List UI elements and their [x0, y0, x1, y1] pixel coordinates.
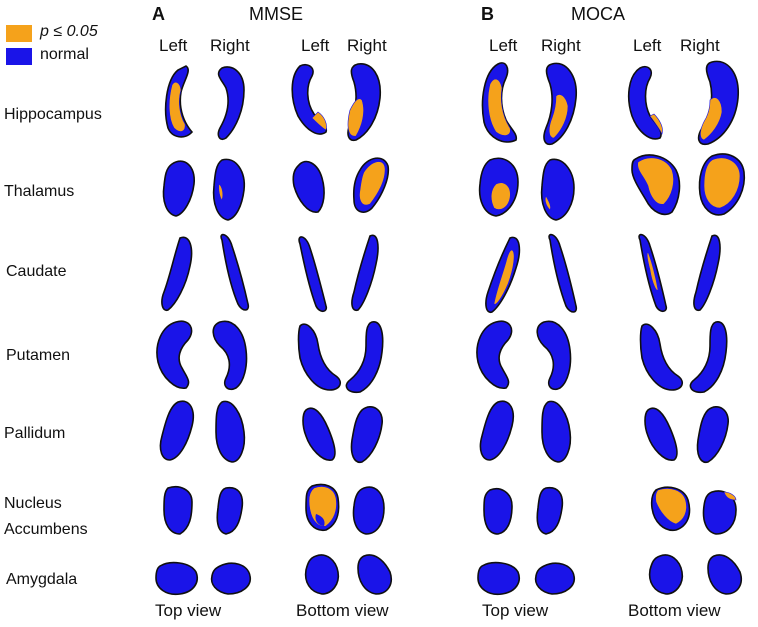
b-top-right-pallidum	[541, 400, 572, 463]
b-bottom-right-hippocampus	[697, 60, 739, 146]
panel-b-bottom-view-label: Bottom view	[628, 601, 721, 620]
row-label-thalamus: Thalamus	[4, 183, 75, 200]
b-top-right-accumbens	[536, 486, 564, 535]
legend-label-significant: p ≤ 0.05	[40, 23, 98, 40]
b-bottom-left-hippocampus	[627, 65, 663, 140]
b-top-left-accumbens	[483, 488, 513, 535]
a-top-left-caudate	[161, 236, 193, 312]
b-bottom-left-accumbens	[650, 486, 691, 532]
b-bottom-left-caudate	[638, 233, 668, 313]
a-bottom-left-caudate	[298, 236, 328, 313]
a-top-right-thalamus	[212, 158, 246, 221]
a-top-right-amygdala	[210, 562, 252, 595]
a-top-right-accumbens	[216, 486, 244, 535]
b-top-left-thalamus	[478, 157, 519, 217]
b-top-left-pallidum	[479, 400, 514, 461]
b-top-right-amygdala	[534, 562, 576, 595]
legend-swatch-significant	[6, 25, 32, 42]
panel-a-bottom-left-label: Left	[301, 36, 330, 55]
b-bottom-right-caudate	[693, 234, 721, 312]
b-top-left-amygdala	[477, 561, 520, 596]
a-top-left-putamen	[156, 320, 193, 389]
panel-a-bottom-right-label: Right	[347, 36, 387, 55]
a-top-right-caudate	[220, 233, 250, 311]
a-bottom-right-amygdala	[357, 554, 392, 595]
a-bottom-right-putamen	[345, 321, 384, 394]
a-top-left-amygdala	[155, 561, 198, 596]
row-label-putamen: Putamen	[6, 347, 71, 364]
row-label-caudate: Caudate	[6, 263, 67, 280]
panel-a-top-left-label: Left	[159, 36, 188, 55]
a-top-left-pallidum	[159, 400, 194, 461]
a-bottom-left-amygdala	[304, 554, 340, 595]
a-bottom-right-accumbens	[352, 486, 385, 535]
a-top-right-hippocampus	[217, 66, 245, 141]
a-top-left-hippocampus	[164, 65, 194, 138]
b-bottom-right-pallidum	[696, 406, 729, 464]
panel-b-bottom-right-label: Right	[680, 36, 720, 55]
b-top-right-caudate	[548, 233, 578, 313]
b-bottom-left-putamen	[639, 323, 684, 391]
b-bottom-left-thalamus	[631, 154, 681, 216]
panel-b-letter: B	[481, 4, 494, 24]
panel-b-top-view-label: Top view	[482, 601, 549, 620]
b-bottom-right-thalamus	[698, 153, 746, 216]
b-top-right-putamen	[536, 320, 572, 391]
a-top-left-accumbens	[163, 486, 193, 535]
panel-a-letter: A	[152, 4, 165, 24]
row-label-nucleus: Nucleus	[4, 495, 62, 512]
panel-a-top-view-label: Top view	[155, 601, 222, 620]
row-label-accumbens: Accumbens	[4, 521, 88, 538]
a-bottom-right-thalamus	[352, 157, 390, 213]
a-top-right-pallidum	[215, 400, 246, 463]
panel-b-title: MOCA	[571, 4, 625, 24]
a-top-left-thalamus	[162, 160, 195, 217]
a-bottom-left-hippocampus	[291, 63, 328, 135]
row-label-pallidum: Pallidum	[4, 425, 66, 442]
b-bottom-right-amygdala	[707, 554, 742, 595]
a-bottom-left-accumbens	[305, 483, 340, 532]
legend-label-normal: normal	[40, 46, 89, 63]
panel-b-top-left-label: Left	[489, 36, 518, 55]
a-bottom-left-thalamus	[292, 160, 325, 213]
panel-a-bottom-view-label: Bottom view	[296, 601, 389, 620]
b-bottom-left-pallidum	[644, 407, 678, 461]
b-bottom-left-amygdala	[648, 554, 684, 595]
legend-swatch-normal	[6, 48, 32, 65]
a-bottom-left-putamen	[297, 323, 342, 391]
a-bottom-right-hippocampus	[347, 63, 382, 142]
b-top-right-hippocampus	[543, 62, 577, 146]
b-top-left-putamen	[476, 320, 513, 389]
panel-b-top-right-label: Right	[541, 36, 581, 55]
row-label-hippocampus: Hippocampus	[4, 106, 102, 123]
panel-a-top-right-label: Right	[210, 36, 250, 55]
panel-a-title: MMSE	[249, 4, 303, 24]
a-top-right-putamen	[212, 320, 248, 391]
b-bottom-right-putamen	[689, 321, 728, 394]
b-top-left-hippocampus	[481, 62, 518, 143]
a-bottom-right-caudate	[351, 234, 379, 312]
b-top-left-caudate	[485, 236, 521, 314]
b-top-right-thalamus	[540, 158, 575, 221]
panel-b-bottom-left-label: Left	[633, 36, 662, 55]
b-bottom-right-accumbens	[702, 490, 737, 535]
row-label-amygdala: Amygdala	[6, 571, 78, 588]
a-bottom-left-pallidum	[302, 407, 336, 461]
a-bottom-right-pallidum	[350, 406, 383, 464]
